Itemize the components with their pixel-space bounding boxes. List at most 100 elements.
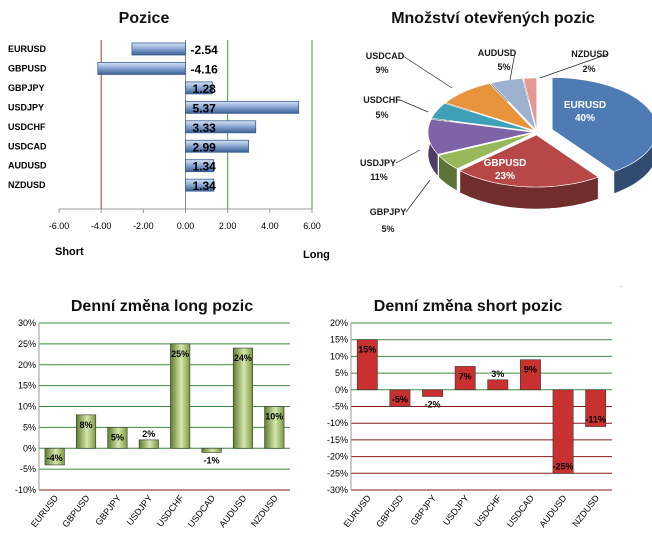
value-label: -2.54: [191, 43, 219, 57]
data-label: -5%: [392, 395, 408, 405]
category-label: GBPUSD: [374, 493, 406, 530]
category-label: EURUSD: [342, 493, 374, 529]
pie-leader-line: [399, 99, 429, 113]
value-label: 2.99: [193, 140, 217, 154]
pie-pct: 5%: [497, 62, 510, 72]
pie-label: GBPUSD: [484, 158, 527, 169]
data-label: -2%: [425, 399, 441, 409]
data-label: 5%: [111, 432, 124, 442]
y-tick-label: 5%: [335, 368, 348, 378]
data-label: -1%: [204, 455, 220, 465]
pie-leader-line: [509, 52, 516, 81]
y-tick-label: 30%: [18, 318, 36, 328]
bar: [422, 389, 443, 397]
pie-slice: [431, 102, 534, 132]
y-tick-label: 20%: [18, 360, 36, 370]
data-label: 25%: [171, 349, 189, 359]
short-change-chart: Denní změna short pozic 20% 15% 10% 5% 0% -5%…: [327, 298, 612, 529]
category-label: EURUSD: [29, 493, 61, 529]
bar: [76, 414, 97, 449]
pie-pct: 5%: [381, 224, 394, 234]
pie-pct: 40%: [575, 113, 595, 124]
category-label: USDCHF: [472, 493, 503, 529]
data-label: -25%: [553, 461, 574, 471]
category-label: USDCHF: [155, 493, 186, 529]
value-label: 3.33: [193, 121, 217, 135]
pie-slice: [445, 83, 536, 132]
x-tick-label: 4.00: [261, 221, 279, 231]
y-tick-label: 15%: [330, 335, 348, 345]
category-label: GBPUSD: [60, 493, 92, 530]
pie-leader-line: [405, 179, 431, 213]
pie-label: USDJPY: [360, 158, 396, 168]
bar: [44, 447, 65, 466]
bar: [552, 389, 574, 474]
data-label: -4%: [47, 453, 63, 463]
pie-slice: [427, 118, 534, 155]
pie-slice: [438, 132, 534, 170]
pie-label: USDCHF: [363, 95, 401, 105]
y-tick-label: -25%: [327, 468, 348, 478]
pie-label: GBPJPY: [370, 207, 407, 217]
value-label: -4.16: [191, 62, 219, 76]
bar: [487, 379, 509, 391]
x-tick-label: 6.00: [303, 221, 321, 231]
value-label: 1.34: [193, 179, 217, 193]
bar: [520, 359, 541, 391]
data-label: 7%: [459, 371, 472, 381]
bar: [138, 439, 159, 449]
y-tick-label: 5%: [23, 422, 36, 432]
pie-pct: 9%: [375, 65, 388, 75]
pie-leader-line: [395, 149, 421, 164]
small-dot: .: [620, 280, 622, 289]
pie-label: AUDUSD: [478, 48, 517, 58]
short-label: Short: [55, 246, 84, 258]
data-label: 8%: [80, 420, 93, 430]
y-tick-label: 25%: [18, 339, 36, 349]
long-label: Long: [303, 249, 330, 261]
pie-label: EURUSD: [564, 100, 606, 111]
y-tick-label: 10%: [18, 402, 36, 412]
x-tick-label: -6.00: [49, 221, 70, 231]
positions-chart: Pozice -6.00 -4.00 -2.00 0.00 2.00 4.00 6.00 EU…: [8, 10, 330, 261]
pie-leader-line: [539, 53, 609, 79]
category-label: AUDUSD: [537, 493, 569, 529]
y-tick-label: -20%: [327, 452, 348, 462]
pie-slice: [459, 134, 599, 188]
data-label: 15%: [358, 345, 376, 355]
y-tick-label: 0%: [335, 385, 348, 395]
data-label: 2%: [142, 429, 155, 439]
y-tick-label: -30%: [327, 485, 348, 495]
bar: [389, 389, 411, 407]
pie-slice: [551, 77, 652, 172]
category-label: USDJPY: [8, 102, 44, 112]
position-bar: [185, 81, 213, 95]
position-bar: [185, 120, 257, 134]
pie-pct: 5%: [375, 110, 388, 120]
long-change-title: Denní změna long pozic: [71, 298, 253, 315]
category-label: NZDUSD: [570, 493, 601, 529]
y-tick-label: 0%: [23, 443, 36, 453]
y-tick-label: -5%: [20, 464, 36, 474]
pie-pct: 23%: [495, 171, 515, 182]
category-label: USDJPY: [441, 493, 471, 527]
category-label: NZDUSD: [8, 180, 46, 190]
bar: [107, 427, 128, 449]
x-tick-label: -2.00: [133, 221, 154, 231]
category-label: AUDUSD: [8, 161, 47, 171]
y-tick-label: -15%: [327, 435, 348, 445]
pie-pct: 11%: [370, 172, 388, 182]
pie-leader-line: [402, 55, 453, 89]
open-positions-pie: Množství otevřených pozic EURUSD 40% GBPUS…: [360, 10, 652, 234]
category-label: GBPJPY: [408, 493, 438, 527]
category-label: EURUSD: [8, 44, 47, 54]
category-label: AUDUSD: [217, 493, 249, 529]
value-label: 1.28: [193, 82, 217, 96]
y-tick-label: 10%: [330, 351, 348, 361]
category-label: GBPUSD: [8, 63, 47, 73]
bar: [232, 347, 253, 449]
category-label: GBPJPY: [93, 493, 123, 527]
position-bar: [185, 100, 300, 114]
data-label: 24%: [234, 353, 252, 363]
